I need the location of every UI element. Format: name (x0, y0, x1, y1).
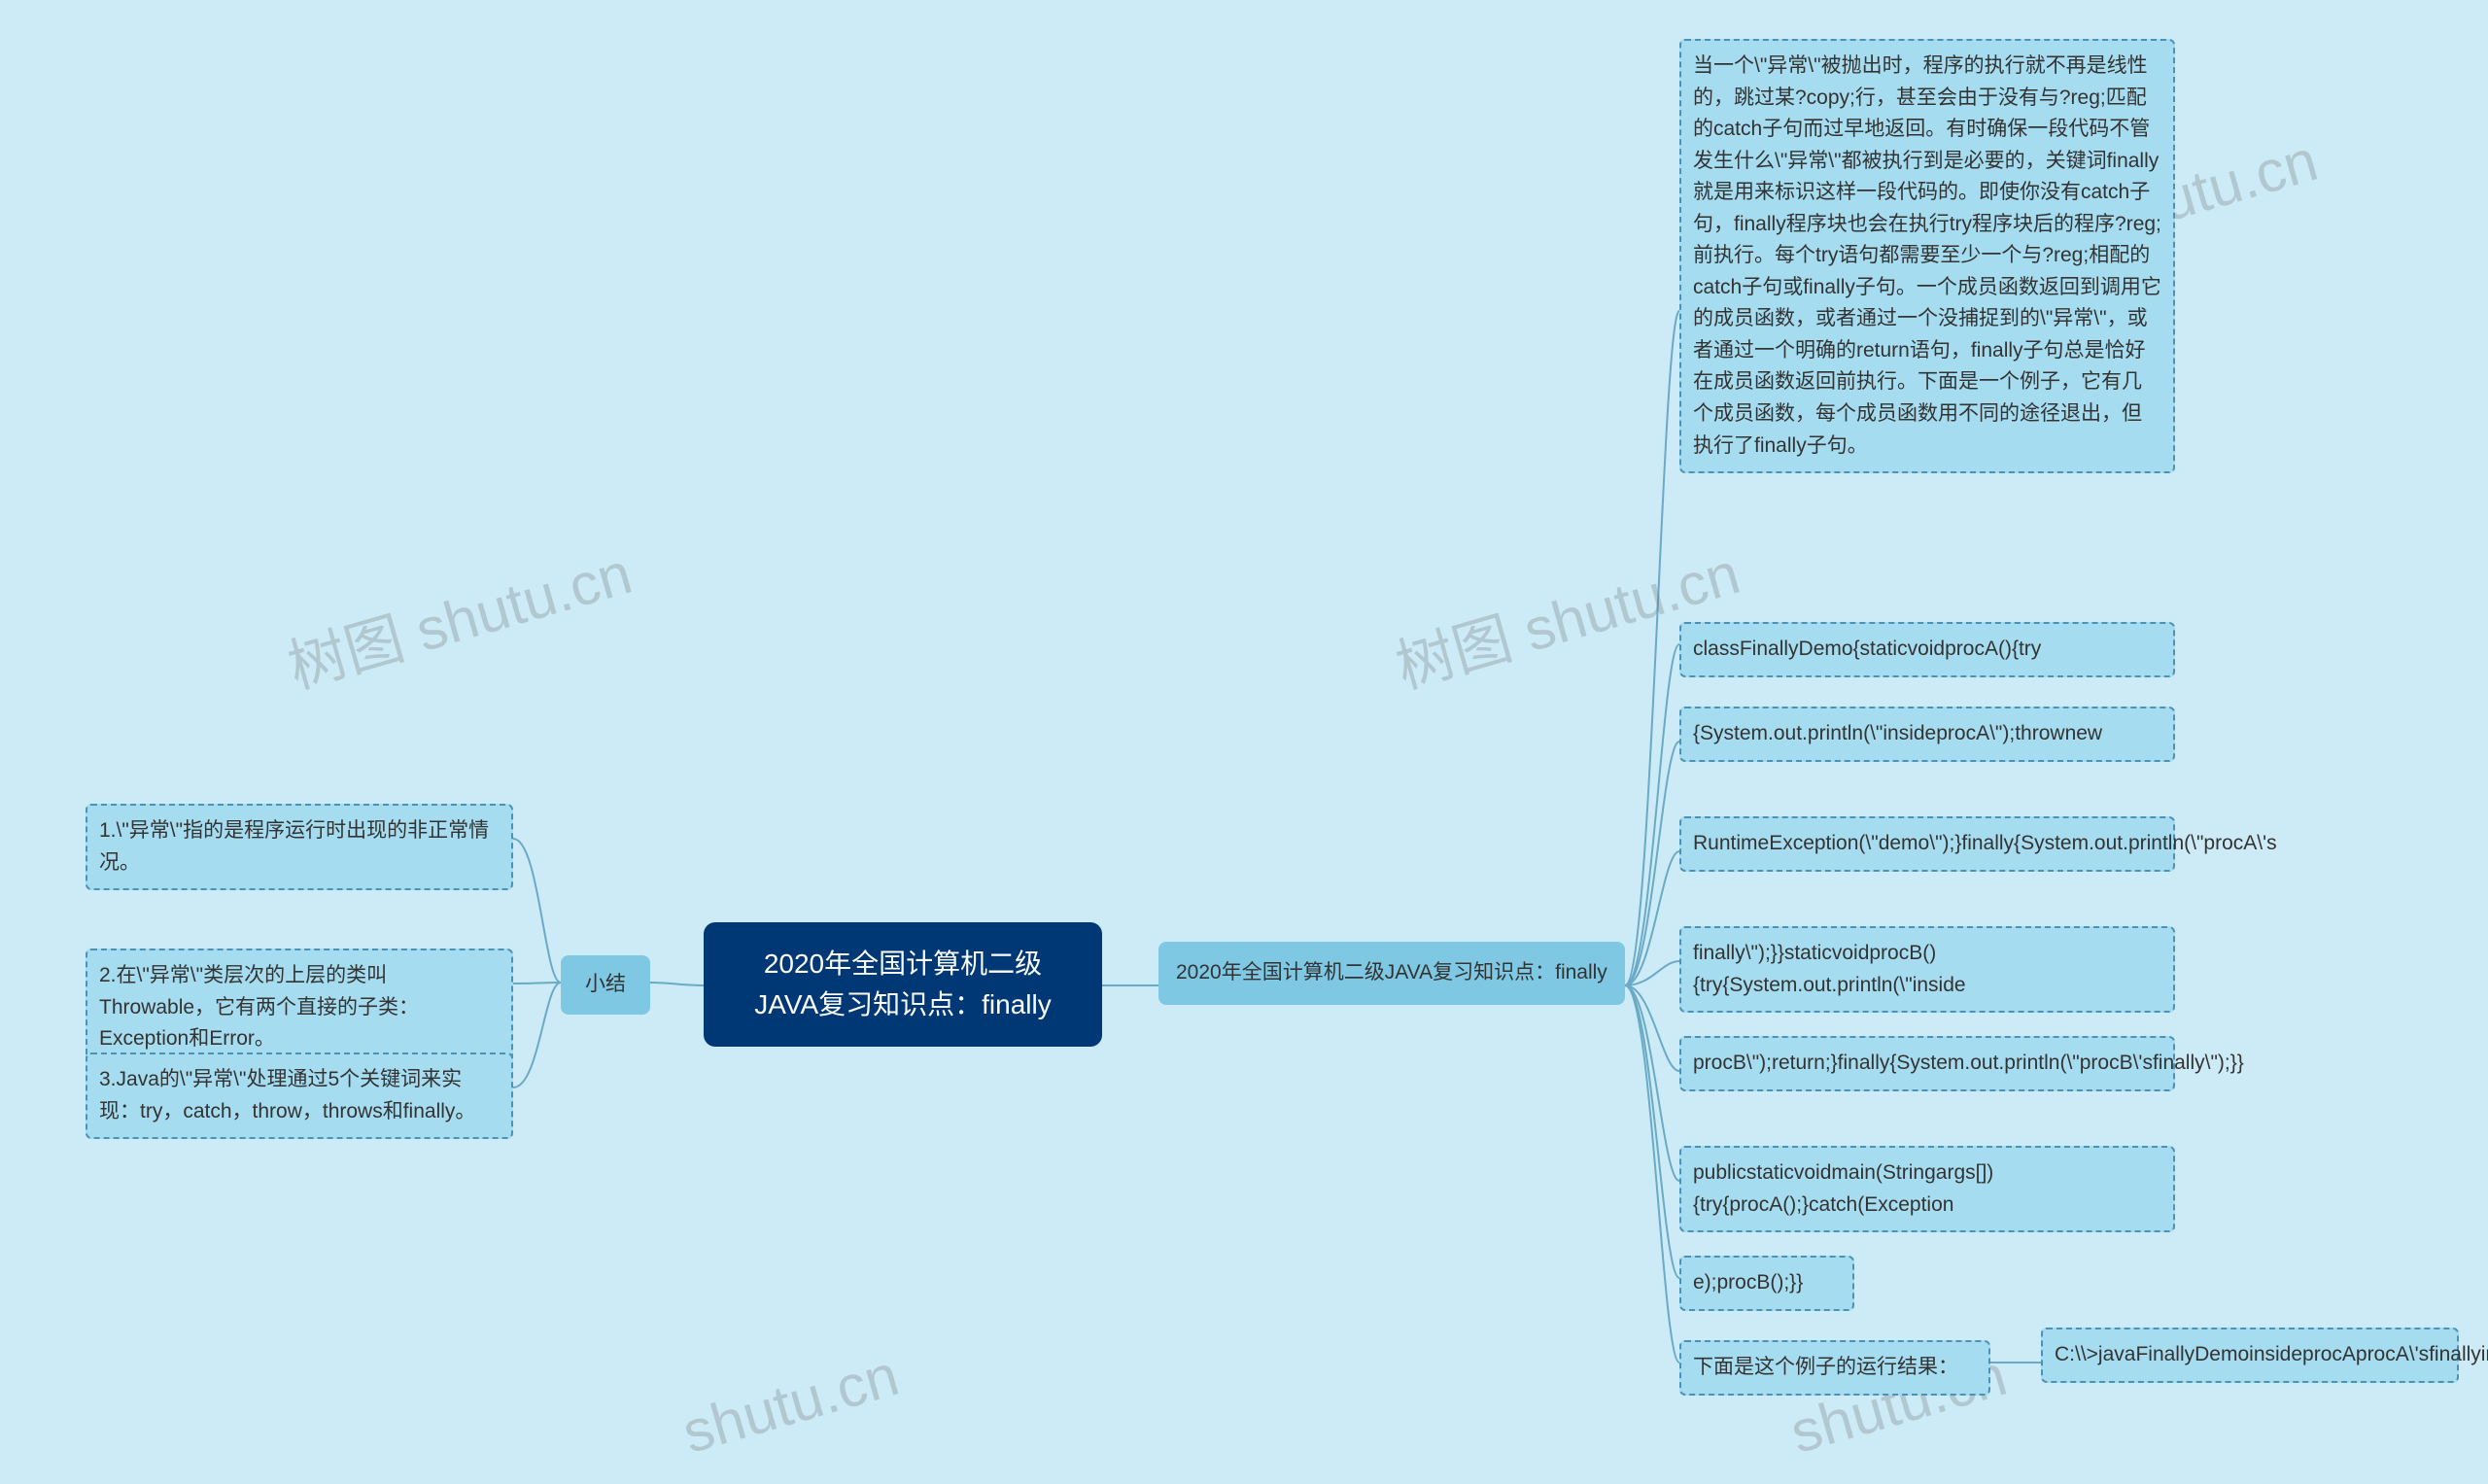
leaf-right-9-child[interactable]: C:\\>javaFinallyDemoinsideprocAprocA\'sf… (2041, 1328, 2459, 1383)
leaf-left-2[interactable]: 2.在\"异常\"类层次的上层的类叫Throwable，它有两个直接的子类：Ex… (86, 949, 513, 1067)
leaf-text: classFinallyDemo{staticvoidprocA(){try (1693, 638, 2041, 660)
leaf-text: finally\");}}staticvoidprocB(){try{Syste… (1693, 942, 1966, 996)
leaf-right-6[interactable]: procB\");return;}finally{System.out.prin… (1679, 1036, 2175, 1091)
leaf-text: e);procB();}} (1693, 1271, 1803, 1294)
branch-label: 小结 (585, 973, 626, 995)
leaf-text: 2.在\"异常\"类层次的上层的类叫Throwable，它有两个直接的子类：Ex… (99, 964, 419, 1050)
watermark: 树图 shutu.cn (277, 527, 639, 706)
leaf-left-3[interactable]: 3.Java的\"异常\"处理通过5个关键词来实现：try，catch，thro… (86, 1053, 513, 1139)
root-node[interactable]: 2020年全国计算机二级 JAVA复习知识点：finally (704, 922, 1102, 1047)
leaf-text: procB\");return;}finally{System.out.prin… (1693, 1052, 2244, 1074)
leaf-text: RuntimeException(\"demo\");}finally{Syst… (1693, 832, 2277, 854)
leaf-text: publicstaticvoidmain(Stringargs[]){try{p… (1693, 1161, 1993, 1216)
watermark: 树图 shutu.cn (1385, 527, 1747, 706)
leaf-right-3[interactable]: {System.out.println(\"insideprocA\");thr… (1679, 707, 2175, 762)
branch-summary[interactable]: 小结 (561, 955, 650, 1015)
leaf-right-8[interactable]: e);procB();}} (1679, 1256, 1854, 1311)
leaf-right-5[interactable]: finally\");}}staticvoidprocB(){try{Syste… (1679, 926, 2175, 1013)
leaf-text: 下面是这个例子的运行结果： (1693, 1356, 1958, 1378)
leaf-right-4[interactable]: RuntimeException(\"demo\");}finally{Syst… (1679, 816, 2175, 872)
leaf-text: 当一个\"异常\"被抛出时，程序的执行就不再是线性的，跳过某?copy;行，甚至… (1693, 54, 2161, 457)
leaf-right-9[interactable]: 下面是这个例子的运行结果： (1679, 1340, 1990, 1396)
branch-right[interactable]: 2020年全国计算机二级JAVA复习知识点：finally (1158, 942, 1625, 1005)
leaf-right-7[interactable]: publicstaticvoidmain(Stringargs[]){try{p… (1679, 1146, 2175, 1232)
leaf-text: 1.\"异常\"指的是程序运行时出现的非正常情况。 (99, 819, 489, 874)
leaf-left-1[interactable]: 1.\"异常\"指的是程序运行时出现的非正常情况。 (86, 804, 513, 890)
root-text: 2020年全国计算机二级 JAVA复习知识点：finally (754, 949, 1051, 1019)
leaf-text: {System.out.println(\"insideprocA\");thr… (1693, 722, 2102, 744)
watermark: shutu.cn (675, 1341, 906, 1467)
branch-label: 2020年全国计算机二级JAVA复习知识点：finally (1176, 961, 1607, 984)
leaf-text: 3.Java的\"异常\"处理通过5个关键词来实现：try，catch，thro… (99, 1068, 475, 1122)
leaf-right-2[interactable]: classFinallyDemo{staticvoidprocA(){try (1679, 622, 2175, 677)
leaf-text: C:\\>javaFinallyDemoinsideprocAprocA\'sf… (2055, 1343, 2488, 1365)
leaf-right-1[interactable]: 当一个\"异常\"被抛出时，程序的执行就不再是线性的，跳过某?copy;行，甚至… (1679, 39, 2175, 473)
